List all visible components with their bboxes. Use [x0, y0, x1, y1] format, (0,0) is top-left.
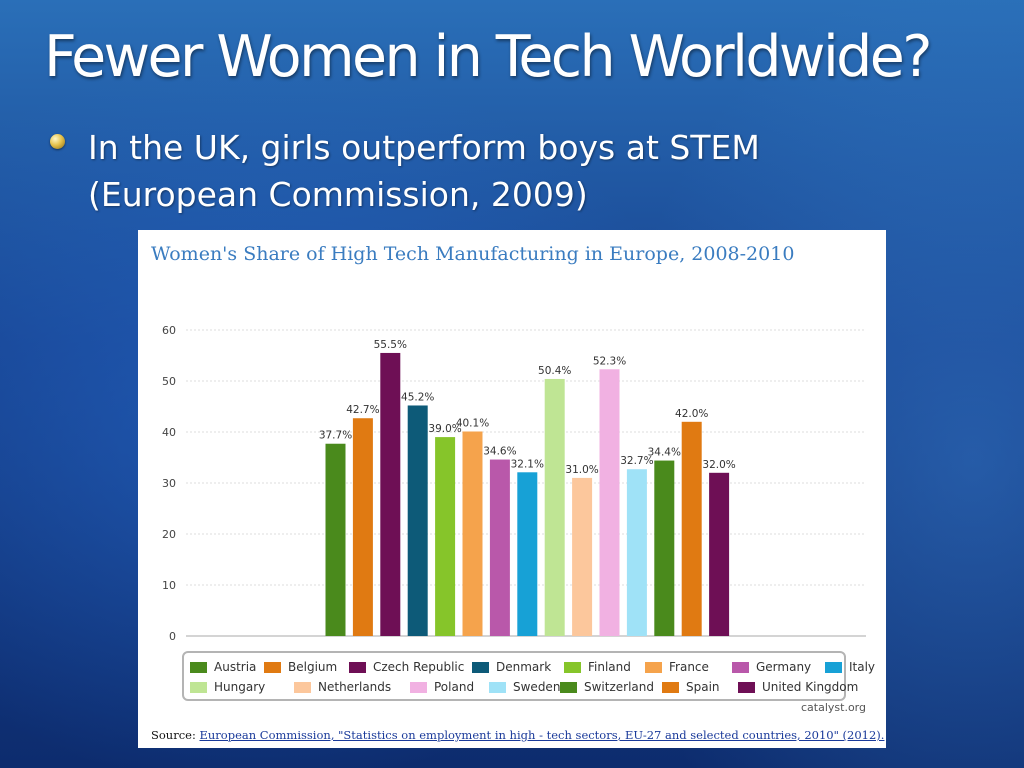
data-label: 50.4% [538, 365, 571, 377]
y-tick-label: 10 [162, 579, 176, 592]
chart-title: Women's Share of High Tech Manufacturing… [151, 243, 795, 265]
legend-swatch [410, 681, 427, 693]
legend-label: Netherlands [318, 680, 392, 694]
legend-swatch [738, 681, 755, 693]
y-tick-label: 60 [162, 324, 176, 337]
bar-hungary [544, 378, 565, 636]
legend-label: Finland [588, 660, 631, 674]
legend-item[interactable]: United Kingdom [738, 678, 858, 696]
legend-label: Czech Republic [373, 660, 465, 674]
legend-swatch [190, 661, 207, 673]
bar-denmark [407, 405, 428, 636]
legend-label: Denmark [496, 660, 552, 674]
legend-swatch [564, 661, 581, 673]
legend-item[interactable]: Sweden [489, 678, 560, 696]
bullet-text: In the UK, girls outperform boys at STEM… [88, 124, 760, 218]
legend-item[interactable]: Finland [564, 658, 631, 676]
legend-swatch [662, 681, 679, 693]
data-label: 32.0% [702, 459, 735, 471]
data-label: 52.3% [593, 355, 626, 367]
legend-label: Hungary [214, 680, 266, 694]
chart-panel: Women's Share of High Tech Manufacturing… [138, 230, 886, 748]
chart-legend: Austria Belgium Czech Republic Denmark Finla… [182, 651, 875, 701]
legend-swatch [560, 681, 577, 693]
data-label: 40.1% [456, 417, 489, 429]
legend-item[interactable]: Belgium [264, 658, 337, 676]
legend-label: United Kingdom [762, 680, 859, 694]
legend-item[interactable]: France [645, 658, 709, 676]
legend-swatch [489, 681, 506, 693]
legend-label: Spain [686, 680, 720, 694]
legend-item[interactable]: Netherlands [294, 678, 391, 696]
y-tick-label: 50 [162, 375, 176, 388]
legend-label: France [669, 660, 709, 674]
legend-item[interactable]: Hungary [190, 678, 265, 696]
legend-item[interactable]: Germany [732, 658, 811, 676]
data-label: 37.7% [319, 430, 352, 442]
bar-spain [681, 421, 702, 636]
y-tick-label: 20 [162, 528, 176, 541]
legend-swatch [732, 661, 749, 673]
source-label: Source: [151, 728, 196, 742]
y-tick-label: 40 [162, 426, 176, 439]
y-tick-label: 30 [162, 477, 176, 490]
bar-united-kingdom [709, 472, 730, 636]
legend-swatch [349, 661, 366, 673]
legend-item[interactable]: Czech Republic [349, 658, 464, 676]
bullet-line-1: In the UK, girls outperform boys at STEM [88, 128, 760, 167]
bullet-line-2: (European Commission, 2009) [88, 175, 588, 214]
bar-belgium [352, 418, 373, 636]
legend-label: Switzerland [584, 680, 654, 694]
y-tick-label: 0 [169, 630, 176, 643]
legend-item[interactable]: Italy [825, 658, 875, 676]
bar-poland [599, 369, 620, 636]
bar-switzerland [654, 460, 675, 636]
legend-label: Sweden [513, 680, 561, 694]
data-label: 32.1% [511, 458, 544, 470]
chart-credit: catalyst.org [801, 701, 866, 714]
legend-label: Poland [434, 680, 475, 694]
legend-item[interactable]: Poland [410, 678, 474, 696]
chart-source: Source: European Commission, "Statistics… [151, 728, 884, 742]
legend-item[interactable]: Switzerland [560, 678, 654, 696]
legend-swatch [825, 661, 842, 673]
bar-france [462, 431, 483, 636]
legend-label: Belgium [288, 660, 338, 674]
legend-item[interactable]: Spain [662, 678, 720, 696]
data-label: 32.7% [620, 455, 653, 467]
legend-swatch [472, 661, 489, 673]
legend-swatch [294, 681, 311, 693]
bar-chart: 0 10 20 30 40 50 60 37.7% 42.7% 55.5% 45.2% 39.0%40… [162, 324, 866, 643]
bar-sweden [626, 469, 647, 636]
legend-swatch [264, 661, 281, 673]
legend-label: Italy [849, 660, 876, 674]
bar-netherlands [572, 477, 593, 636]
data-label: 42.0% [675, 408, 708, 420]
data-label: 31.0% [565, 464, 598, 476]
legend-label: Austria [214, 660, 257, 674]
data-label: 34.4% [648, 447, 681, 459]
legend-swatch [645, 661, 662, 673]
bar-czech-republic [380, 352, 401, 636]
slide-title: Fewer Women in Tech Worldwide? [44, 24, 932, 90]
bar-finland [435, 437, 456, 636]
data-label: 45.2% [401, 391, 434, 403]
data-label: 55.5% [374, 339, 407, 351]
data-label: 42.7% [346, 404, 379, 416]
legend-item[interactable]: Austria [190, 658, 256, 676]
bar-germany [489, 459, 510, 636]
legend-item[interactable]: Denmark [472, 658, 551, 676]
bar-austria [325, 443, 346, 636]
legend-swatch [190, 681, 207, 693]
data-label: 39.0% [428, 423, 461, 435]
bullet-dot-icon [50, 134, 65, 149]
legend-label: Germany [756, 660, 812, 674]
bar-italy [517, 472, 538, 636]
data-label: 34.6% [483, 446, 516, 458]
source-link[interactable]: European Commission, "Statistics on empl… [199, 728, 885, 742]
